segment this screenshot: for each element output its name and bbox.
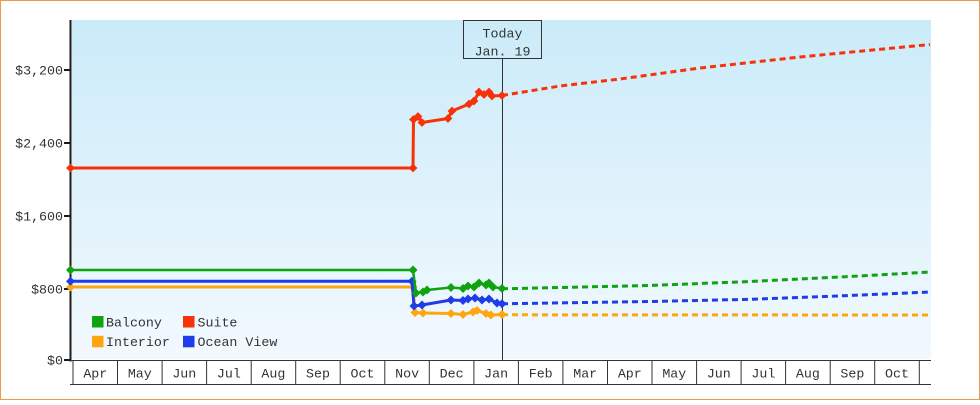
- svg-text:Jul: Jul: [217, 367, 241, 382]
- svg-text:Aug: Aug: [261, 367, 285, 382]
- svg-text:Jan: Jan: [484, 367, 508, 382]
- svg-text:May: May: [128, 367, 152, 382]
- svg-text:Suite: Suite: [198, 315, 238, 330]
- svg-text:Sep: Sep: [306, 367, 330, 382]
- svg-text:Apr: Apr: [618, 367, 642, 382]
- svg-text:Jul: Jul: [751, 367, 775, 382]
- svg-text:Jun: Jun: [707, 367, 731, 382]
- svg-text:Oct: Oct: [351, 367, 375, 382]
- svg-text:$1,600: $1,600: [15, 210, 63, 225]
- svg-text:Apr: Apr: [83, 367, 107, 382]
- svg-text:Jan. 19: Jan. 19: [475, 45, 531, 60]
- svg-text:Dec: Dec: [440, 367, 464, 382]
- svg-text:Aug: Aug: [796, 367, 820, 382]
- svg-text:$0: $0: [47, 354, 63, 369]
- svg-text:Oct: Oct: [885, 367, 909, 382]
- svg-text:Today: Today: [483, 27, 523, 42]
- svg-text:Balcony: Balcony: [106, 315, 162, 330]
- svg-text:Nov: Nov: [395, 367, 419, 382]
- svg-text:Sep: Sep: [840, 367, 864, 382]
- svg-text:Mar: Mar: [573, 367, 597, 382]
- svg-text:Interior: Interior: [106, 335, 170, 350]
- svg-text:Feb: Feb: [529, 367, 553, 382]
- svg-text:$2,400: $2,400: [15, 137, 63, 152]
- svg-text:Jun: Jun: [172, 367, 196, 382]
- svg-text:$3,200: $3,200: [15, 64, 63, 79]
- svg-text:May: May: [662, 367, 686, 382]
- svg-text:Ocean View: Ocean View: [198, 335, 278, 350]
- svg-text:$800: $800: [31, 283, 63, 298]
